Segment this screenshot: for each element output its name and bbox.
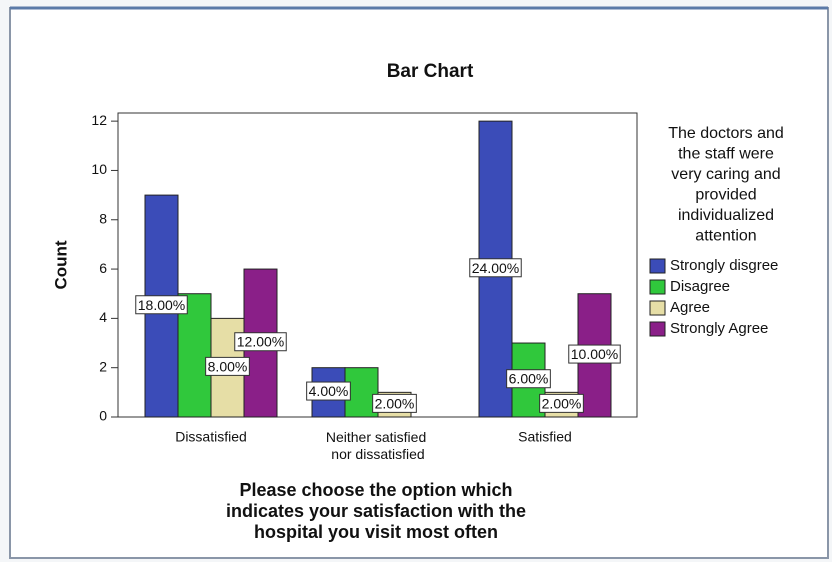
bar	[177, 293, 212, 418]
legend-label: Agree	[670, 299, 710, 316]
legend-swatch	[649, 279, 666, 295]
value-label-box	[469, 258, 522, 278]
y-tick-label: 12	[91, 112, 107, 128]
value-label-box	[372, 393, 417, 413]
value-label: 10.00%	[571, 346, 618, 362]
y-tick-label: 6	[99, 260, 107, 276]
x-axis-title: indicates your satisfaction with the	[226, 501, 526, 521]
value-label-box	[506, 369, 551, 389]
value-label: 8.00%	[208, 358, 248, 374]
y-tick-label: 2	[99, 358, 107, 374]
legend-label: Strongly disgree	[670, 257, 778, 274]
x-tick-label: Neither satisfied nor dissatisfied	[326, 429, 430, 462]
legend-title: individualized	[678, 207, 774, 224]
value-label: 6.00%	[509, 371, 549, 387]
y-tick-label: 10	[91, 161, 107, 177]
legend-title: provided	[695, 187, 756, 204]
value-label: 4.00%	[309, 383, 349, 399]
legend-label: Strongly Agree	[670, 320, 768, 337]
legend-swatch	[649, 321, 666, 337]
value-label: 12.00%	[237, 334, 284, 350]
x-tick-label: Dissatisfied	[175, 429, 247, 445]
legend-label: Disagree	[670, 278, 730, 295]
legend-swatch	[649, 300, 666, 316]
y-tick-label: 8	[99, 210, 107, 226]
legend-swatch	[649, 258, 666, 274]
y-tick-label: 4	[99, 309, 107, 325]
value-label-box	[306, 381, 351, 401]
x-axis-title: Please choose the option which	[239, 480, 512, 500]
chart-title: Bar Chart	[387, 61, 474, 82]
value-label-box	[568, 344, 621, 364]
value-label-box	[539, 393, 584, 413]
value-label: 24.00%	[472, 260, 519, 276]
value-label: 2.00%	[375, 395, 415, 411]
value-label: 18.00%	[138, 297, 185, 313]
value-label: 2.00%	[542, 395, 582, 411]
value-label-box	[205, 356, 250, 376]
x-tick-label: Satisfied	[518, 429, 572, 445]
legend-title: the staff were	[678, 146, 774, 163]
y-axis-title: Count	[51, 240, 70, 289]
y-tick-label: 0	[99, 408, 107, 424]
legend-title: The doctors and	[668, 125, 784, 142]
legend-title: attention	[695, 228, 756, 245]
value-label-box	[135, 295, 188, 315]
value-label-box	[234, 332, 287, 352]
x-axis-title: hospital you visit most often	[254, 522, 498, 542]
legend-title: very caring and	[671, 166, 780, 183]
